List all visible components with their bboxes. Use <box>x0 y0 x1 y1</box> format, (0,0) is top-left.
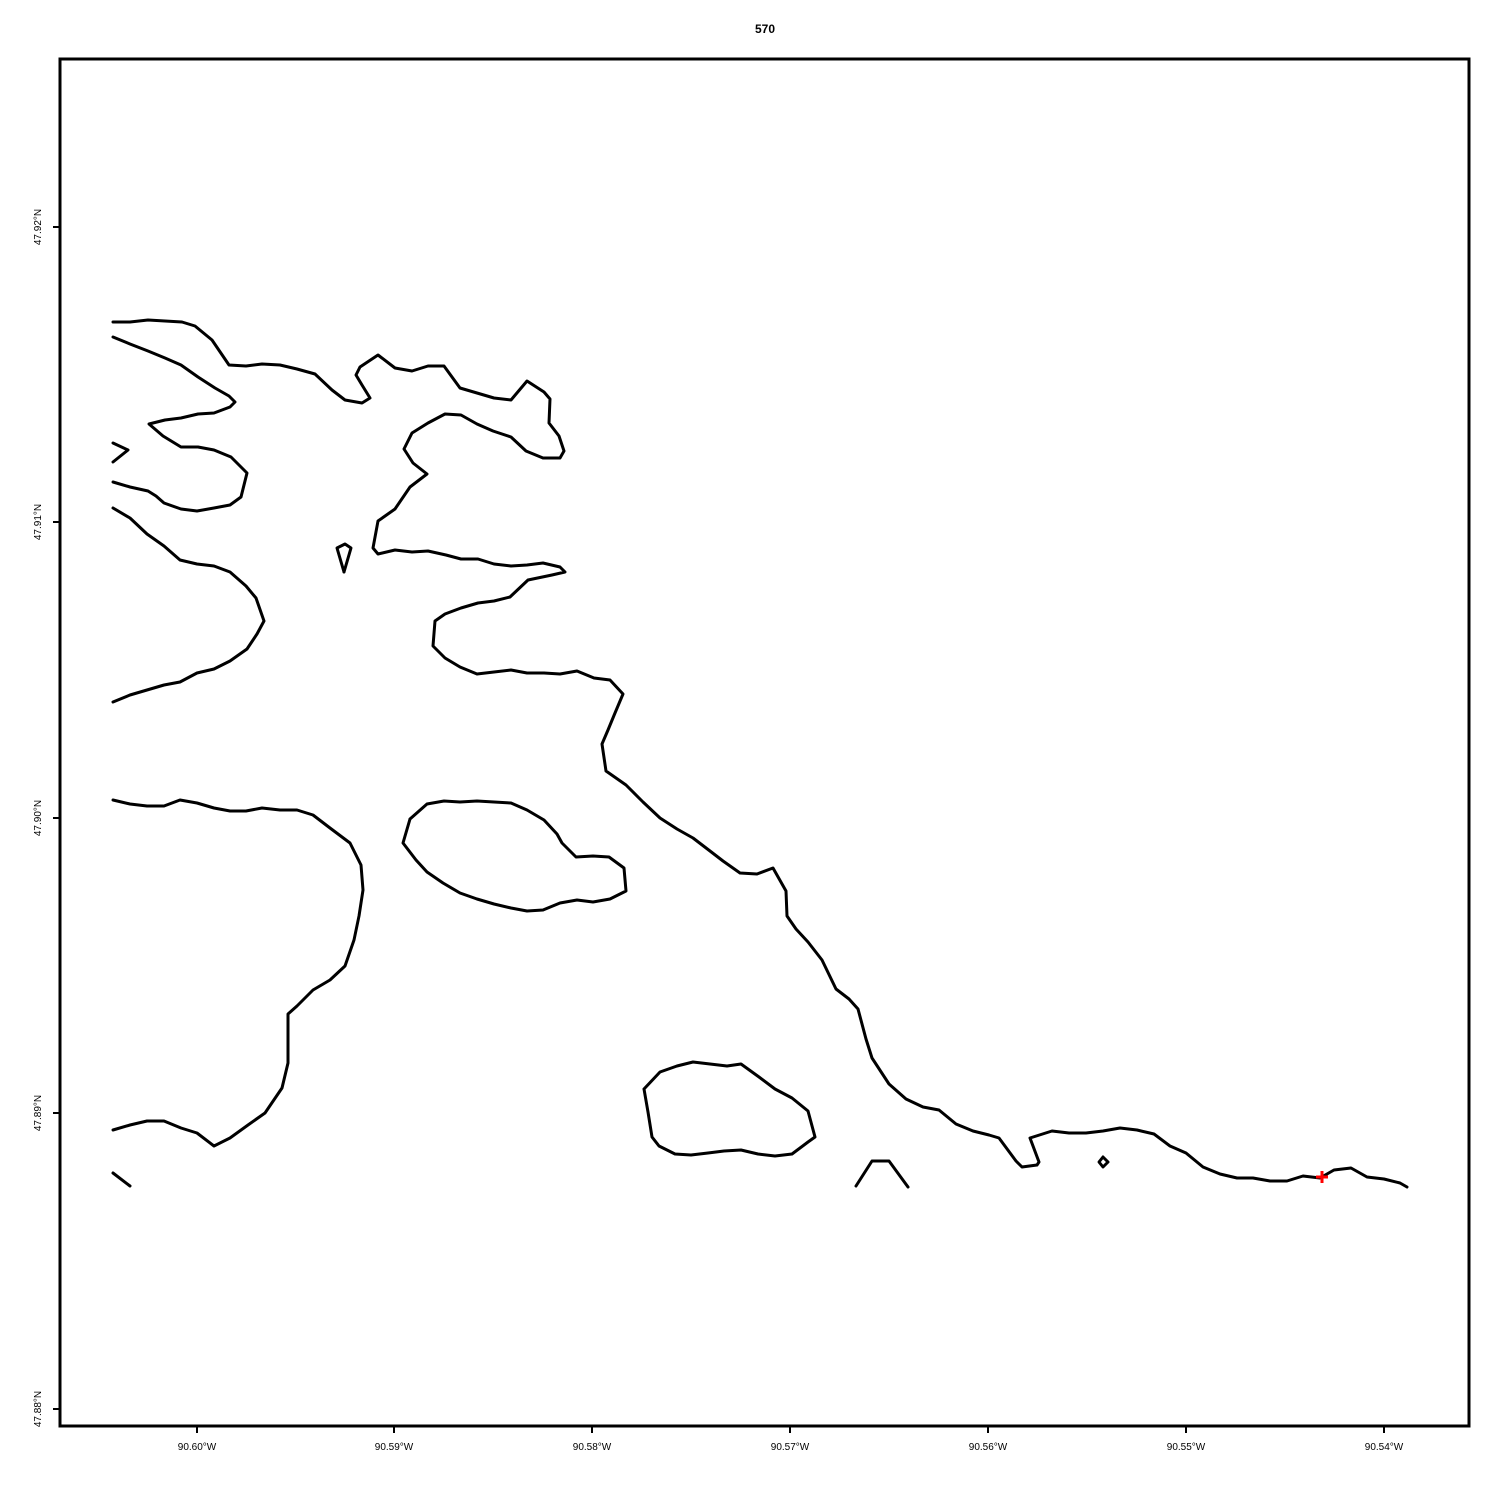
contour-line <box>111 441 130 464</box>
plot-frame <box>58 57 1471 1428</box>
contour-line <box>111 1171 132 1188</box>
contour-lines <box>111 318 1409 1189</box>
contour-line <box>642 1060 817 1158</box>
x-tick-label: 90.60°W <box>178 1442 217 1453</box>
y-tick-label: 47.89°N <box>33 1095 44 1131</box>
contour-line <box>111 798 365 1148</box>
contour-line <box>111 335 249 513</box>
contour-line <box>335 542 353 574</box>
x-tick-label: 90.59°W <box>375 1442 414 1453</box>
contour-line <box>111 318 1409 1189</box>
location-marker <box>1316 1171 1328 1183</box>
contour-line <box>111 506 266 704</box>
x-tick-label: 90.58°W <box>573 1442 612 1453</box>
x-tick-label: 90.54°W <box>1365 1442 1404 1453</box>
contour-line <box>1097 1155 1110 1169</box>
x-tick-label: 90.57°W <box>771 1442 810 1453</box>
contour-line <box>401 799 628 913</box>
contour-line <box>854 1159 910 1189</box>
x-axis: 90.60°W 90.59°W 90.58°W 90.57°W 90.56°W … <box>178 1426 1404 1453</box>
y-tick-label: 47.90°N <box>33 800 44 836</box>
y-tick-label: 47.88°N <box>33 1391 44 1427</box>
x-tick-label: 90.56°W <box>969 1442 1008 1453</box>
y-axis: 47.92°N 47.91°N 47.90°N 47.89°N 47.88°N <box>33 209 60 1427</box>
x-tick-label: 90.55°W <box>1167 1442 1206 1453</box>
map-title: 570 <box>754 22 776 36</box>
y-tick-label: 47.92°N <box>33 209 44 245</box>
y-tick-label: 47.91°N <box>33 504 44 540</box>
